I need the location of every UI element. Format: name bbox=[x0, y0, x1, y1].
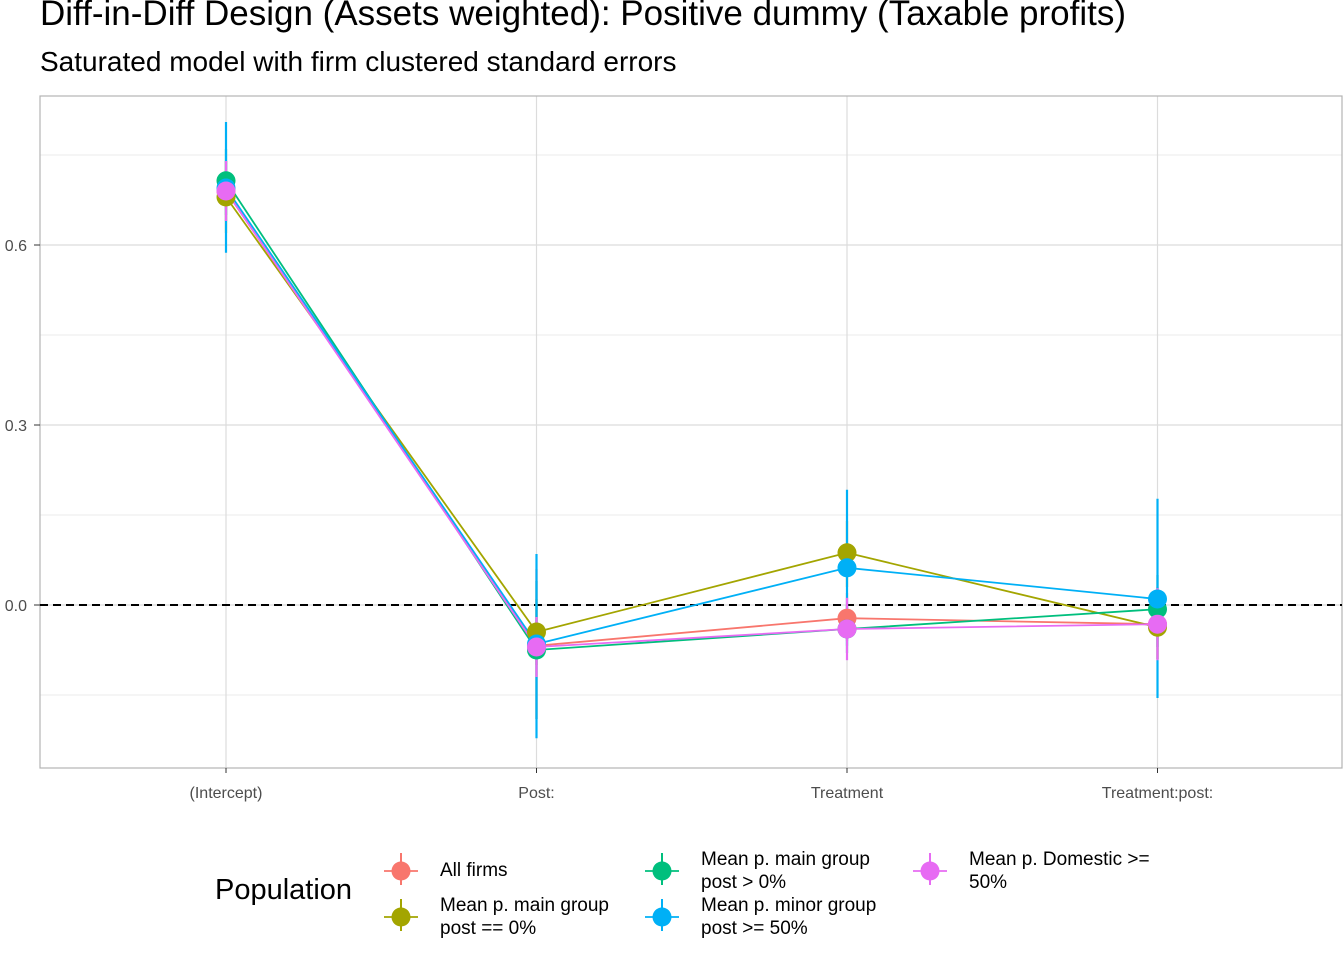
series-line bbox=[225, 190, 1158, 648]
series-line bbox=[225, 180, 1158, 651]
series-line bbox=[225, 196, 1158, 634]
data-point bbox=[837, 619, 857, 639]
legend-title: Population bbox=[215, 874, 353, 906]
y-tick-label: 0.6 bbox=[5, 238, 27, 255]
series-line bbox=[225, 187, 1158, 646]
x-tick-label: Post: bbox=[518, 785, 554, 802]
x-tick-label: (Intercept) bbox=[190, 785, 263, 802]
y-tick-label: 0.3 bbox=[5, 418, 27, 435]
x-tick-label: Treatment:post: bbox=[1102, 785, 1213, 802]
data-point bbox=[1148, 614, 1167, 634]
x-tick-label: Treatment bbox=[811, 785, 884, 802]
legend-label: Mean p. main group post == 0% bbox=[440, 895, 609, 939]
legend-key bbox=[384, 899, 418, 931]
legend-key bbox=[645, 853, 679, 885]
data-point bbox=[837, 558, 857, 578]
chart-subtitle: Saturated model with firm clustered stan… bbox=[40, 46, 677, 77]
legend-label: Mean p. minor group post >= 50% bbox=[701, 895, 877, 939]
legend-key bbox=[384, 853, 418, 885]
y-tick-label: 0.0 bbox=[5, 598, 27, 615]
panel-border bbox=[39, 95, 1343, 769]
data-point bbox=[1148, 589, 1167, 609]
legend-label: All firms bbox=[440, 860, 508, 881]
series-line bbox=[225, 190, 1158, 647]
data-point bbox=[527, 637, 546, 657]
legend-key bbox=[645, 899, 679, 931]
legend-label: Mean p. Domestic >= 50% bbox=[969, 849, 1150, 893]
data-point bbox=[837, 543, 857, 563]
legend-label: Mean p. main group post > 0% bbox=[701, 849, 870, 893]
data-point bbox=[216, 181, 236, 201]
legend-key bbox=[913, 853, 947, 885]
chart-title: Diff-in-Diff Design (Assets weighted): P… bbox=[40, 0, 1127, 33]
